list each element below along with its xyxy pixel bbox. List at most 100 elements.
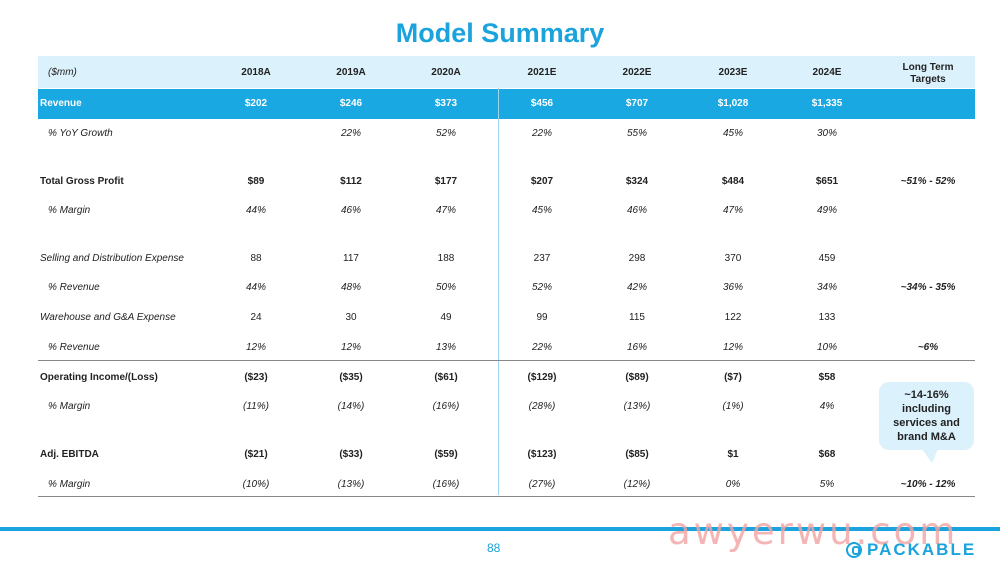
cell-gross-margin-2023e: 47% xyxy=(722,205,743,216)
cell-ebitda-2020a: ($59) xyxy=(434,449,458,460)
cell-op-margin-2018a: (11%) xyxy=(243,401,269,412)
cell-op-margin-2020a: (16%) xyxy=(432,401,460,412)
cell-op-income-2019a: ($35) xyxy=(339,372,363,383)
cell-gross-profit-2018a: $89 xyxy=(247,176,265,187)
cell-gross-margin-2019a: 46% xyxy=(340,205,361,216)
target-gross-profit: ~51% - 52% xyxy=(900,176,956,187)
cell-op-income-2022e: ($89) xyxy=(625,372,649,383)
actuals-estimates-divider xyxy=(498,88,499,495)
cell-selling-pct-2019a: 48% xyxy=(340,282,361,293)
cell-revenue-growth-2021e: 22% xyxy=(531,128,552,139)
row-label-revenue-growth: % YoY Growth xyxy=(48,128,113,139)
cell-ebitda-margin-2024e: 5% xyxy=(819,479,835,490)
row-label-gross-profit: Total Gross Profit xyxy=(40,176,124,187)
cell-op-income-2018a: ($23) xyxy=(244,372,268,383)
row-label-op-income: Operating Income/(Loss) xyxy=(40,372,158,383)
row-label-warehouse-pct: % Revenue xyxy=(48,342,100,353)
cell-selling-pct-2023e: 36% xyxy=(722,282,743,293)
column-header-2022e: 2022E xyxy=(622,67,652,78)
cell-revenue-2023e: $1,028 xyxy=(717,98,749,109)
page-title: Model Summary xyxy=(395,18,605,48)
cell-op-income-2023e: ($7) xyxy=(724,372,742,383)
column-header-2021e: 2021E xyxy=(527,67,557,78)
cell-ebitda-2022e: ($85) xyxy=(625,449,649,460)
cell-ebitda-margin-2020a: (16%) xyxy=(432,479,460,490)
cell-ebitda-margin-2018a: (10%) xyxy=(242,479,270,490)
column-header-2018a: 2018A xyxy=(241,67,271,78)
row-label-ebitda: Adj. EBITDA xyxy=(40,449,99,460)
cell-revenue-growth-2022e: 55% xyxy=(626,128,647,139)
cell-gross-margin-2021e: 45% xyxy=(531,205,552,216)
cell-revenue-growth-2020a: 52% xyxy=(435,128,456,139)
cell-ebitda-margin-2019a: (13%) xyxy=(337,479,365,490)
cell-warehouse-pct-2024e: 10% xyxy=(816,342,837,353)
cell-revenue-growth-2023e: 45% xyxy=(722,128,743,139)
cell-gross-profit-2024e: $651 xyxy=(815,176,839,187)
cell-warehouse-pct-2022e: 16% xyxy=(626,342,647,353)
watermark: awyerwu.com xyxy=(668,510,959,553)
cell-ebitda-margin-2021e: (27%) xyxy=(528,479,556,490)
cell-gross-profit-2021e: $207 xyxy=(530,176,554,187)
cell-warehouse-pct-2021e: 22% xyxy=(531,342,552,353)
cell-gross-profit-2023e: $484 xyxy=(721,176,745,187)
column-header-2023e: 2023E xyxy=(718,67,748,78)
cell-selling-2023e: 370 xyxy=(724,253,742,264)
cell-revenue-2024e: $1,335 xyxy=(811,98,843,109)
cell-warehouse-2020a: 49 xyxy=(440,312,452,323)
cell-warehouse-2018a: 24 xyxy=(250,312,262,323)
revenue-row-bar xyxy=(38,89,975,119)
table-bottom-line xyxy=(38,496,975,497)
column-header-2019a: 2019A xyxy=(336,67,366,78)
cell-op-income-2020a: ($61) xyxy=(434,372,458,383)
callout-tail xyxy=(922,449,938,463)
callout-text: ~14-16% including services and brand M&A xyxy=(893,389,960,443)
cell-warehouse-pct-2023e: 12% xyxy=(722,342,743,353)
cell-op-margin-2019a: (14%) xyxy=(337,401,365,412)
cell-warehouse-2021e: 99 xyxy=(536,312,548,323)
cell-selling-2022e: 298 xyxy=(628,253,646,264)
row-label-selling: Selling and Distribution Expense xyxy=(40,253,184,264)
cell-warehouse-pct-2019a: 12% xyxy=(340,342,361,353)
table-header-bar xyxy=(38,56,975,88)
cell-gross-margin-2024e: 49% xyxy=(816,205,837,216)
cell-warehouse-pct-2018a: 12% xyxy=(245,342,266,353)
callout-bubble: ~14-16% including services and brand M&A xyxy=(879,382,974,450)
cell-gross-profit-2020a: $177 xyxy=(434,176,458,187)
cell-revenue-2020a: $373 xyxy=(434,98,458,109)
row-label-ebitda-margin: % Margin xyxy=(48,479,91,490)
cell-op-income-2021e: ($129) xyxy=(527,372,557,383)
cell-selling-pct-2020a: 50% xyxy=(435,282,456,293)
cell-selling-2018a: 88 xyxy=(250,253,262,264)
cell-warehouse-pct-2020a: 13% xyxy=(435,342,456,353)
row-label-op-margin: % Margin xyxy=(48,401,91,412)
cell-selling-pct-2024e: 34% xyxy=(816,282,837,293)
cell-op-margin-2022e: (13%) xyxy=(623,401,651,412)
cell-gross-profit-2022e: $324 xyxy=(625,176,649,187)
cell-ebitda-margin-2022e: (12%) xyxy=(623,479,651,490)
cell-selling-2021e: 237 xyxy=(533,253,551,264)
brand-logo: PACKABLE xyxy=(846,540,976,560)
cell-op-margin-2021e: (28%) xyxy=(528,401,556,412)
row-label-selling-pct: % Revenue xyxy=(48,282,100,293)
cell-revenue-2021e: $456 xyxy=(530,98,554,109)
cell-revenue-2018a: $202 xyxy=(244,98,268,109)
row-label-warehouse: Warehouse and G&A Expense xyxy=(40,312,176,323)
cell-gross-margin-2018a: 44% xyxy=(245,205,266,216)
cell-ebitda-2019a: ($33) xyxy=(339,449,363,460)
column-header-2024e: 2024E xyxy=(812,67,842,78)
cell-ebitda-margin-2023e: 0% xyxy=(725,479,741,490)
footer-bar xyxy=(0,527,1000,531)
cell-gross-profit-2019a: $112 xyxy=(340,176,362,187)
column-header-2020a: 2020A xyxy=(431,67,461,78)
cell-selling-2019a: 117 xyxy=(343,253,359,264)
brand-name: PACKABLE xyxy=(867,540,977,559)
divider-line xyxy=(38,360,975,361)
target-warehouse-pct: ~6% xyxy=(917,342,939,353)
cell-revenue-2022e: $707 xyxy=(625,98,649,109)
row-label-gross-margin: % Margin xyxy=(48,205,91,216)
target-selling-pct: ~34% - 35% xyxy=(900,282,956,293)
cell-ebitda-2021e: ($123) xyxy=(527,449,557,460)
cell-op-margin-2023e: (1%) xyxy=(722,401,744,412)
unit-label: ($mm) xyxy=(48,67,77,78)
cell-selling-pct-2022e: 42% xyxy=(626,282,647,293)
